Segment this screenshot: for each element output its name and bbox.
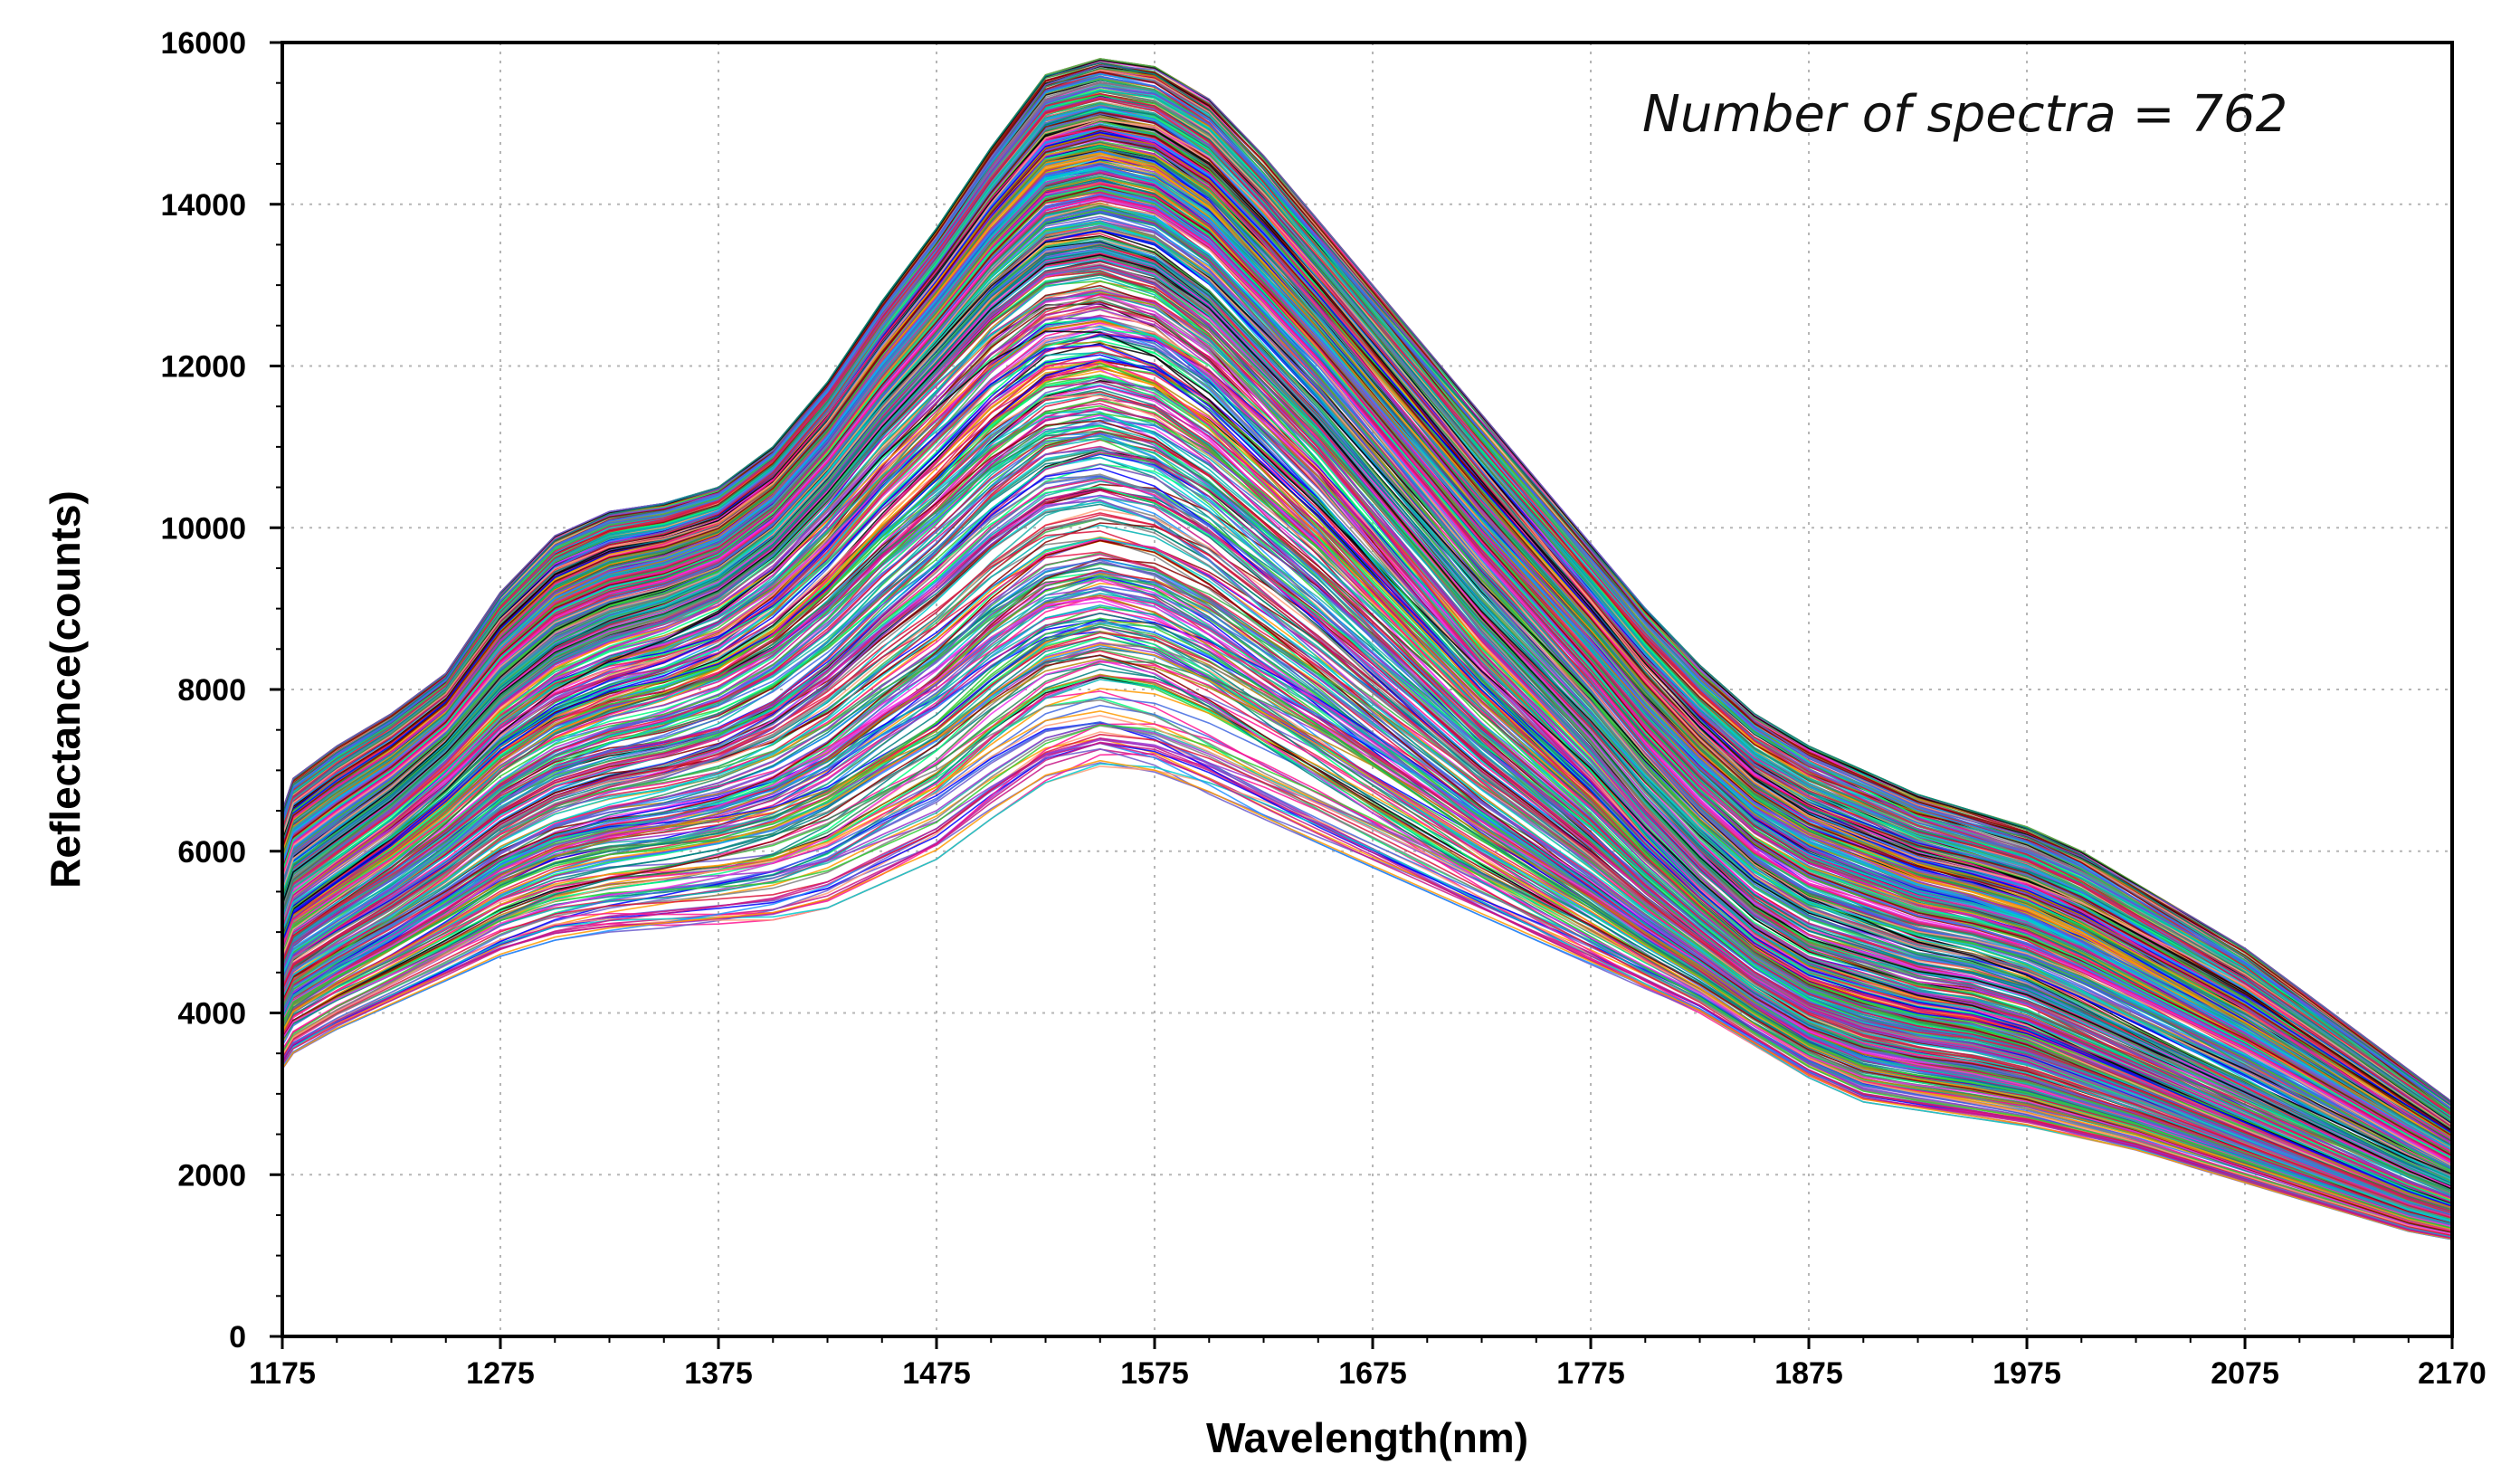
spectrum-line [281, 617, 2453, 1230]
spectrum-line [281, 354, 2453, 1207]
x-axis-title: Wavelength(nm) [1206, 1414, 1528, 1461]
spectrum-line [281, 99, 2453, 1128]
spectrum-line [281, 75, 2453, 1110]
spectrum-line [281, 332, 2453, 1203]
x-tick-label: 1375 [684, 1356, 753, 1391]
axis-ticks [270, 41, 2454, 1349]
spectrum-line [281, 203, 2453, 1166]
x-tick-label: 2075 [2211, 1356, 2279, 1391]
spectrum-line [281, 437, 2453, 1213]
spectrum-line [281, 97, 2453, 1116]
x-tick-label: 1475 [902, 1356, 971, 1391]
spectrum-line [281, 166, 2453, 1151]
spectrum-line [281, 78, 2453, 1114]
y-tick-label: 8000 [177, 673, 246, 708]
y-tick-label: 16000 [160, 26, 246, 61]
y-axis-title: Reflectance(counts) [42, 490, 89, 889]
spectrum-line [281, 344, 2453, 1206]
spectrum-line [281, 559, 2453, 1224]
spectrum-line [281, 106, 2453, 1127]
spectrum-line [281, 251, 2453, 1197]
spectrum-line [281, 62, 2453, 1107]
spectrum-line [281, 317, 2453, 1207]
x-tick-label: 1675 [1338, 1356, 1407, 1391]
spectrum-line [281, 90, 2453, 1119]
x-tick-label: 1275 [466, 1356, 535, 1391]
spectrum-line [281, 225, 2453, 1178]
spectrum-line [281, 412, 2453, 1209]
spectrum-line [281, 759, 2453, 1241]
spectrum-line [281, 168, 2453, 1148]
spectrum-line [281, 654, 2453, 1233]
spectra-count-annotation: Number of spectra = 762 [1642, 85, 2287, 144]
spectrum-line [281, 227, 2453, 1176]
spectrum-line [281, 733, 2453, 1237]
spectrum-line [281, 137, 2453, 1136]
spectrum-line [281, 518, 2453, 1221]
spectrum-line [281, 194, 2453, 1159]
spectrum-line [281, 135, 2453, 1145]
spectrum-line [281, 131, 2453, 1134]
y-tick-label: 0 [229, 1320, 246, 1355]
y-tick-label: 2000 [177, 1158, 246, 1193]
spectrum-line [281, 724, 2453, 1235]
spectrum-line [281, 643, 2453, 1231]
spectrum-line [281, 323, 2453, 1203]
spectrum-line [281, 530, 2453, 1222]
spectrum-line [281, 236, 2453, 1183]
spectrum-line [281, 185, 2453, 1160]
spectrum-line [281, 742, 2453, 1240]
x-axis-tick-labels: 1175 1275 1375 1475 1575 1675 1775 1875 1975 2075… [249, 1356, 2487, 1391]
spectrum-line [281, 207, 2453, 1167]
spectrum-line [281, 196, 2453, 1164]
x-tick-label: 1575 [1120, 1356, 1189, 1391]
spectrum-line [281, 668, 2453, 1235]
spectrum-line [281, 86, 2453, 1110]
spectrum-line [281, 537, 2453, 1222]
spectrum-line [281, 608, 2453, 1224]
spectrum-line [281, 210, 2453, 1171]
spectrum-line [281, 186, 2453, 1156]
spectrum-line [281, 597, 2453, 1228]
y-axis-tick-labels: 0 2000 4000 6000 8000 10000 12000 14000 16000 [160, 26, 246, 1355]
spectrum-line [281, 604, 2453, 1225]
y-tick-label: 6000 [177, 835, 246, 870]
spectrum-line [281, 688, 2453, 1232]
y-tick-label: 12000 [160, 350, 246, 385]
spectrum-line [281, 220, 2453, 1178]
spectrum-line [281, 274, 2453, 1192]
spectrum-line [281, 569, 2453, 1225]
spectrum-line [281, 142, 2453, 1136]
spectrum-line [281, 266, 2453, 1198]
spectrum-line [281, 395, 2453, 1209]
y-tick-label: 14000 [160, 188, 246, 223]
spectrum-line [281, 176, 2453, 1155]
x-tick-label: 1175 [249, 1356, 316, 1391]
spectrum-line [281, 427, 2453, 1212]
spectrum-line [281, 574, 2453, 1222]
spectrum-line [281, 632, 2453, 1227]
y-tick-label: 10000 [160, 511, 246, 546]
spectrum-line [281, 239, 2453, 1186]
spectrum-line [281, 486, 2453, 1215]
x-tick-label: 1775 [1556, 1356, 1625, 1391]
spectrum-line [281, 147, 2453, 1141]
y-tick-label: 4000 [177, 997, 246, 1031]
spectrum-line [281, 512, 2453, 1219]
x-tick-label: 1875 [1774, 1356, 1843, 1391]
spectrum-line [281, 660, 2453, 1235]
spectrum-line [281, 499, 2453, 1222]
spectrum-line [281, 673, 2453, 1234]
spectrum-line [281, 119, 2453, 1127]
x-tick-label: 1975 [1992, 1356, 2061, 1391]
x-tick-label: 2170 [2418, 1356, 2487, 1391]
spectra-series-group [281, 58, 2453, 1241]
spectrum-line [281, 714, 2453, 1235]
spectrum-line [281, 243, 2453, 1184]
spectrum-line [281, 209, 2453, 1172]
spectrum-line [281, 623, 2453, 1229]
spectrum-line [281, 102, 2453, 1121]
